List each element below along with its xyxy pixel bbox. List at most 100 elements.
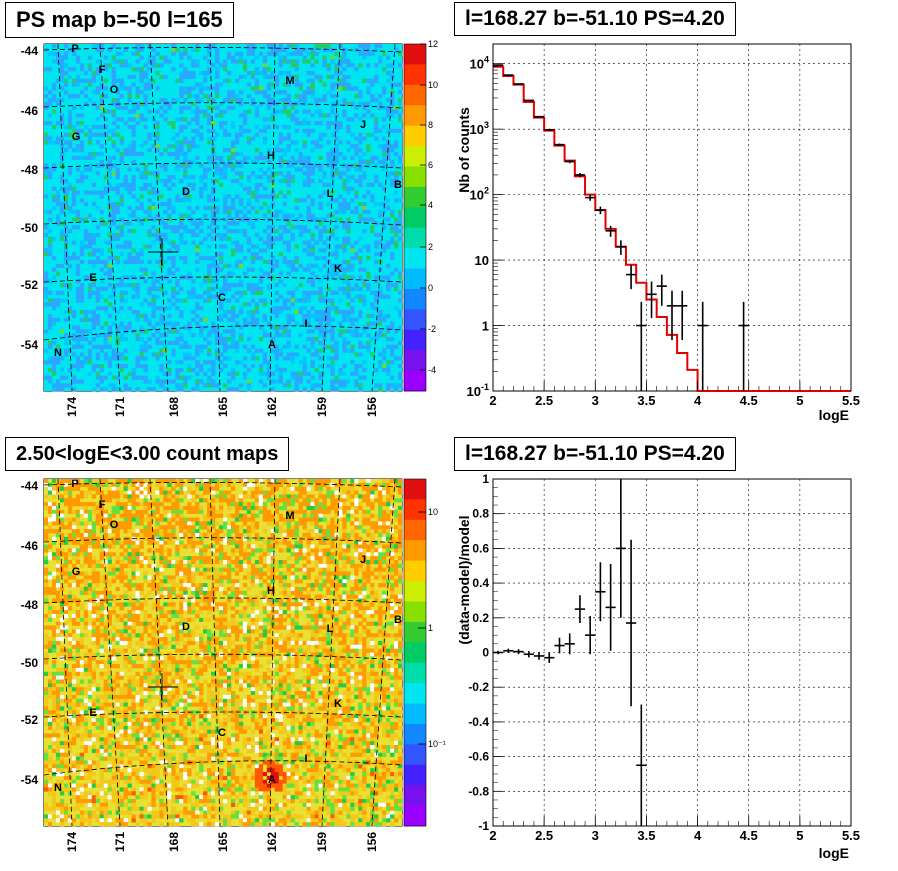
residual-y-tick-label: -0.8 — [468, 784, 489, 798]
latitude-tick-label: -48 — [21, 163, 39, 177]
latitude-tick-label: -46 — [21, 539, 39, 553]
palette-tick-label: 0 — [428, 283, 433, 293]
spectrum-data-point — [615, 240, 626, 255]
latitude-tick-label: -54 — [21, 773, 39, 787]
spectrum-y-tick-label: 10-1 — [467, 382, 489, 399]
latitude-tick-label: -50 — [21, 221, 39, 235]
longitude-tick-label: 168 — [167, 397, 181, 417]
latitude-tick-label: -46 — [21, 104, 39, 118]
residual-data-point — [513, 649, 524, 655]
spectrum-y-tick-label: 104 — [470, 55, 489, 72]
residual-y-tick-label: 1 — [482, 472, 489, 486]
count-map-longitude-ticks: 174 171 168 165 162 159 156 — [65, 832, 379, 852]
count-map-coordinate-grid — [43, 478, 403, 827]
residual-data-point — [503, 648, 514, 653]
source-label-m: M — [285, 75, 294, 87]
source-label-m: M — [285, 510, 294, 522]
residual-y-tick-label: 0.8 — [472, 507, 489, 521]
spectrum-y-tick-label: 102 — [470, 186, 489, 203]
spectrum-data-point — [738, 301, 749, 391]
source-label-a: A — [268, 339, 276, 351]
source-label-l: L — [327, 623, 334, 635]
palette-tick-label: 4 — [428, 200, 433, 210]
source-label-d: D — [182, 186, 190, 198]
latitude-tick-label: -48 — [21, 598, 39, 612]
count-map-cross-marker — [148, 673, 178, 701]
count-map-title: 2.50<logE<3.00 count maps — [5, 437, 290, 471]
longitude-tick-label: 171 — [113, 397, 127, 417]
residual-y-tick-label: 0.6 — [472, 541, 489, 555]
ps-map-title: PS map b=-50 l=165 — [5, 2, 234, 38]
longitude-tick-label: 162 — [265, 832, 279, 852]
source-label-l: L — [327, 188, 334, 200]
ps-map-source-labels: P FO M G J H D L B E K C I A N — [54, 43, 402, 359]
residual-x-tick-label: 3.5 — [637, 828, 655, 843]
longitude-tick-label: 174 — [65, 397, 79, 417]
source-label-i: I — [304, 753, 307, 765]
palette-tick-label: 8 — [428, 120, 433, 130]
source-label-k: K — [334, 263, 342, 275]
latitude-tick-label: -44 — [21, 479, 39, 493]
ps-map-latitude-ticks: -44 -46 -48 -50 -52 -54 — [21, 44, 39, 352]
source-label-c: C — [218, 292, 226, 304]
residual-data-point — [554, 637, 565, 654]
spectrum-data-point — [666, 290, 678, 341]
ps-map-palette-ticks: 12 10 8 6 4 2 0 -2 -4 — [420, 39, 438, 375]
residual-data-point — [544, 652, 555, 663]
residual-data-point — [625, 539, 637, 707]
longitude-tick-label: 156 — [365, 832, 379, 852]
count-map-palette-ticks: 10 1 10⁻¹ — [418, 507, 446, 749]
palette-tick-label: 1 — [428, 623, 433, 633]
longitude-tick-label: 156 — [365, 397, 379, 417]
residual-y-tick-label: 0.2 — [472, 611, 489, 625]
residual-y-tick-label: -0.4 — [468, 715, 489, 729]
spectrum-title: l=168.27 b=-51.10 PS=4.20 — [454, 2, 736, 36]
palette-tick-label: 2 — [428, 242, 433, 252]
palette-tick-label: 10 — [428, 80, 438, 90]
spectrum-data-point — [605, 225, 616, 237]
longitude-tick-label: 168 — [167, 832, 181, 852]
palette-tick-label: -4 — [428, 365, 436, 375]
spectrum-data-point — [697, 301, 708, 391]
residual-data-point — [636, 704, 647, 826]
source-label-j: J — [360, 119, 366, 131]
source-label-f: F — [99, 64, 106, 76]
residual-x-tick-label: 3 — [592, 828, 599, 843]
residual-data-point — [574, 595, 586, 624]
source-label-k: K — [334, 698, 342, 710]
longitude-tick-label: 171 — [113, 832, 127, 852]
spectrum-data-point — [523, 99, 534, 102]
residual-x-tick-label: 4 — [694, 828, 702, 843]
residual-y-tick-label: -1 — [478, 819, 489, 833]
source-label-o: O — [110, 519, 119, 531]
ps-map-heatmap — [44, 44, 403, 392]
spectrum-panel: 2 2.5 3 3.5 4 4.5 5 5.5 10-1 1 10 102 103 104 Nb of … — [456, 43, 860, 423]
spectrum-x-tick-label: 3.5 — [637, 393, 655, 408]
spectrum-x-tick-label: 4 — [694, 393, 702, 408]
spectrum-data-point — [503, 74, 514, 76]
residual-data-point — [523, 651, 534, 658]
residual-data-point — [533, 652, 545, 660]
source-label-c: C — [218, 727, 226, 739]
spectrum-x-tick-label: 5 — [796, 393, 803, 408]
longitude-tick-label: 159 — [315, 397, 329, 417]
residual-title: l=168.27 b=-51.10 PS=4.20 — [454, 437, 736, 471]
residual-y-tick-label: 0.4 — [472, 576, 489, 590]
spectrum-x-tick-label: 5.5 — [842, 393, 860, 408]
palette-tick-label: 12 — [428, 39, 438, 49]
residual-x-tick-label: 4.5 — [740, 828, 758, 843]
spectrum-data-point — [544, 128, 555, 131]
longitude-tick-label: 159 — [315, 832, 329, 852]
spectrum-data-point — [636, 301, 647, 391]
residual-data-point — [605, 564, 616, 651]
palette-tick-label: 6 — [428, 160, 433, 170]
residual-frame — [492, 478, 852, 827]
longitude-tick-label: 162 — [265, 397, 279, 417]
residual-y-axis-label: (data-model)/model — [456, 515, 472, 644]
candidate-cross-marker — [148, 238, 178, 266]
residual-panel: 2 2.5 3 3.5 4 4.5 5 5.5 -1 -0.8 -0.6 -0.4 -0.2 0 0.2 0… — [456, 472, 860, 861]
source-label-b: B — [394, 179, 402, 191]
spectrum-data-point — [493, 64, 504, 66]
count-map-source-labels: P FO M G J H D L B E K C I A N — [54, 478, 402, 794]
